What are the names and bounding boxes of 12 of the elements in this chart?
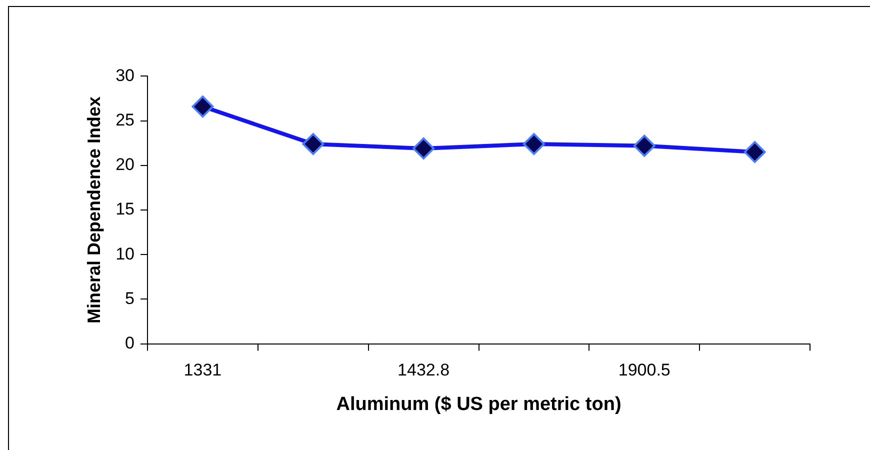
x-tick-label: 1900.5 (618, 360, 670, 380)
y-tick-label: 30 (116, 66, 135, 85)
y-tick-label: 5 (125, 288, 135, 308)
x-tick-label: 1432.8 (398, 360, 450, 380)
y-axis-title: Mineral Dependence Index (84, 96, 104, 324)
y-tick-label: 15 (116, 200, 135, 219)
y-tick-label: 20 (116, 155, 135, 174)
y-tick-label: 25 (116, 110, 135, 130)
x-tick-label: 1331 (184, 360, 222, 380)
y-tick-label: 0 (125, 333, 135, 352)
y-tick-label: 10 (116, 244, 135, 264)
x-axis-title: Aluminum ($ US per metric ton) (336, 394, 622, 415)
